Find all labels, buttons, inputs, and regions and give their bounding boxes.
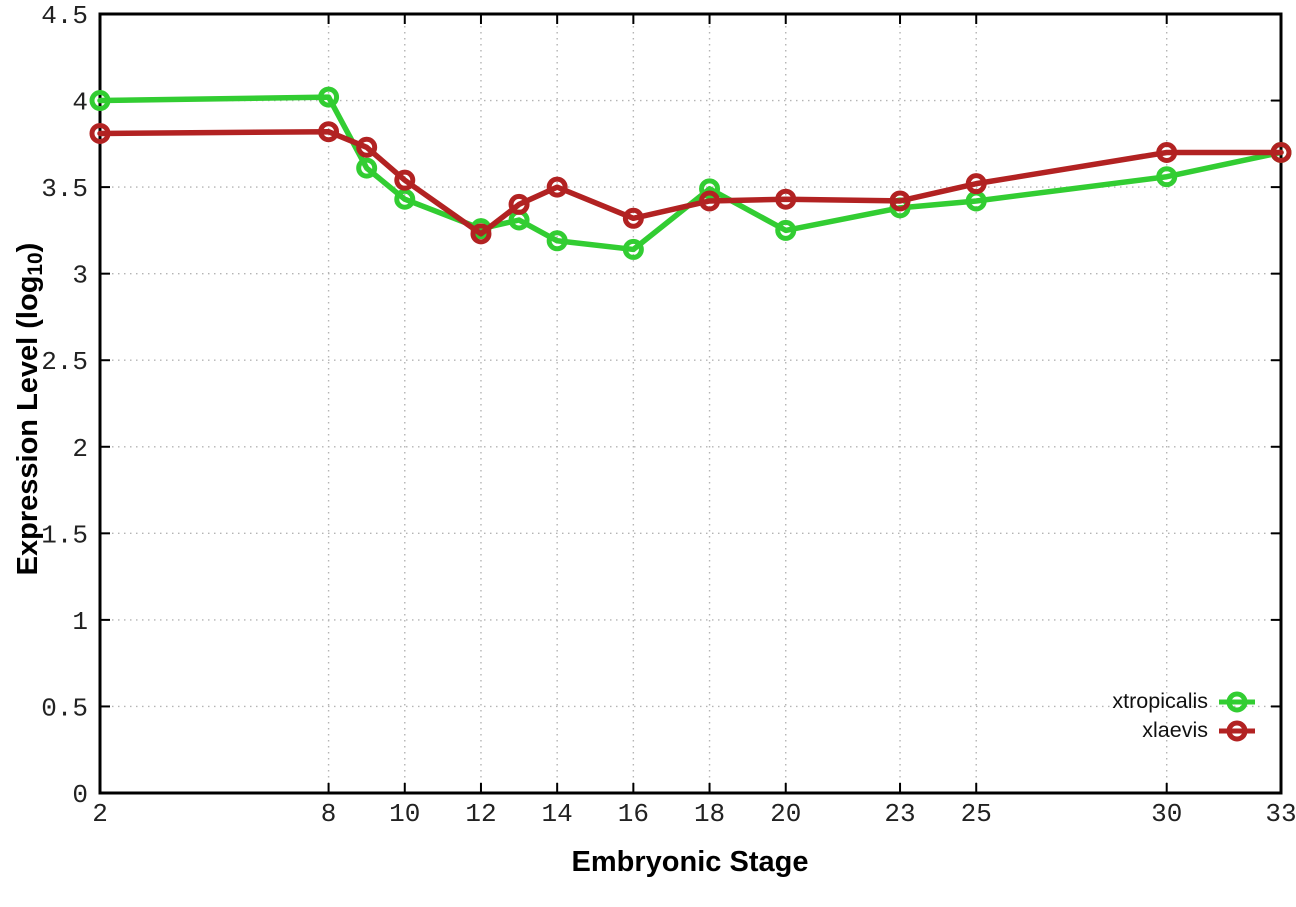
y-tick-label: 2	[72, 434, 88, 464]
plot-border	[98, 12, 1283, 795]
data-point-xtropicalis	[622, 238, 644, 260]
x-tick-label: 12	[465, 799, 496, 829]
x-tick-label: 23	[884, 799, 915, 829]
x-tick-label: 20	[770, 799, 801, 829]
legend-item-xlaevis: xlaevis	[1112, 716, 1257, 745]
data-point-xtropicalis	[394, 188, 416, 210]
x-tick-label: 25	[961, 799, 992, 829]
y-tick-label: 0	[72, 780, 88, 810]
data-point-xtropicalis	[356, 157, 378, 179]
legend-marker-xlaevis-icon	[1219, 720, 1255, 741]
data-point-xlaevis	[356, 136, 378, 158]
data-point-xlaevis	[775, 188, 797, 210]
y-tick-label: 3	[72, 261, 88, 291]
data-point-xlaevis	[508, 193, 530, 215]
data-point-xlaevis	[318, 121, 340, 143]
legend-label-xlaevis: xlaevis	[1142, 718, 1208, 742]
series-xtropicalis	[89, 86, 1292, 260]
data-point-xtropicalis	[1156, 166, 1178, 188]
data-point-xlaevis	[89, 122, 111, 144]
x-tick-label: 18	[694, 799, 725, 829]
x-tick-label: 14	[542, 799, 573, 829]
legend-marker-xtropicalis-icon	[1219, 691, 1255, 712]
series-line-xtropicalis	[97, 94, 1284, 253]
y-axis-title: Expression Level (log10)	[12, 243, 48, 576]
data-point-xlaevis	[965, 173, 987, 195]
legend-item-xtropicalis: xtropicalis	[1112, 687, 1257, 716]
data-point-xlaevis	[889, 190, 911, 212]
x-tick-label: 33	[1265, 799, 1296, 829]
data-point-xtropicalis	[318, 86, 340, 108]
y-tick-label: 4	[72, 88, 88, 118]
y-axis-title-pre: Expression Level (log	[11, 275, 44, 576]
data-point-xlaevis	[622, 207, 644, 229]
data-point-xlaevis	[699, 190, 721, 212]
data-point-xlaevis	[470, 223, 492, 245]
x-axis-title: Embryonic Stage	[571, 846, 809, 878]
data-point-xlaevis	[1156, 141, 1178, 163]
y-axis-title-post: )	[11, 242, 44, 253]
y-tick-label: 1.5	[41, 520, 88, 550]
data-point-xtropicalis	[89, 90, 111, 112]
data-point-xlaevis	[394, 169, 416, 191]
data-point-xtropicalis	[546, 230, 568, 252]
x-tick-label: 2	[92, 799, 108, 829]
y-tick-label: 0.5	[41, 693, 88, 723]
data-point-xtropicalis	[699, 178, 721, 200]
data-point-xlaevis	[1270, 141, 1292, 163]
x-tick-label: 30	[1151, 799, 1182, 829]
y-tick-label: 2.5	[41, 347, 88, 377]
x-tick-label: 16	[618, 799, 649, 829]
legend: xtropicalis xlaevis	[1112, 687, 1257, 745]
series-xlaevis	[89, 121, 1292, 245]
x-tick-label: 10	[389, 799, 420, 829]
y-tick-label: 4.5	[41, 1, 88, 31]
x-tick-labels: 2 8 10 12 14 16 18 20 23 25 30 33	[92, 799, 1296, 829]
legend-label-xtropicalis: xtropicalis	[1112, 689, 1208, 713]
y-axis-title-sub: 10	[24, 252, 48, 276]
data-point-xlaevis	[546, 176, 568, 198]
y-tick-labels: 0 0.5 1 1.5 2 2.5 3 3.5 4 4.5	[41, 1, 88, 810]
y-tick-label: 1	[72, 607, 88, 637]
x-tick-label: 8	[321, 799, 337, 829]
y-tick-label: 3.5	[41, 174, 88, 204]
data-point-xtropicalis	[775, 219, 797, 241]
